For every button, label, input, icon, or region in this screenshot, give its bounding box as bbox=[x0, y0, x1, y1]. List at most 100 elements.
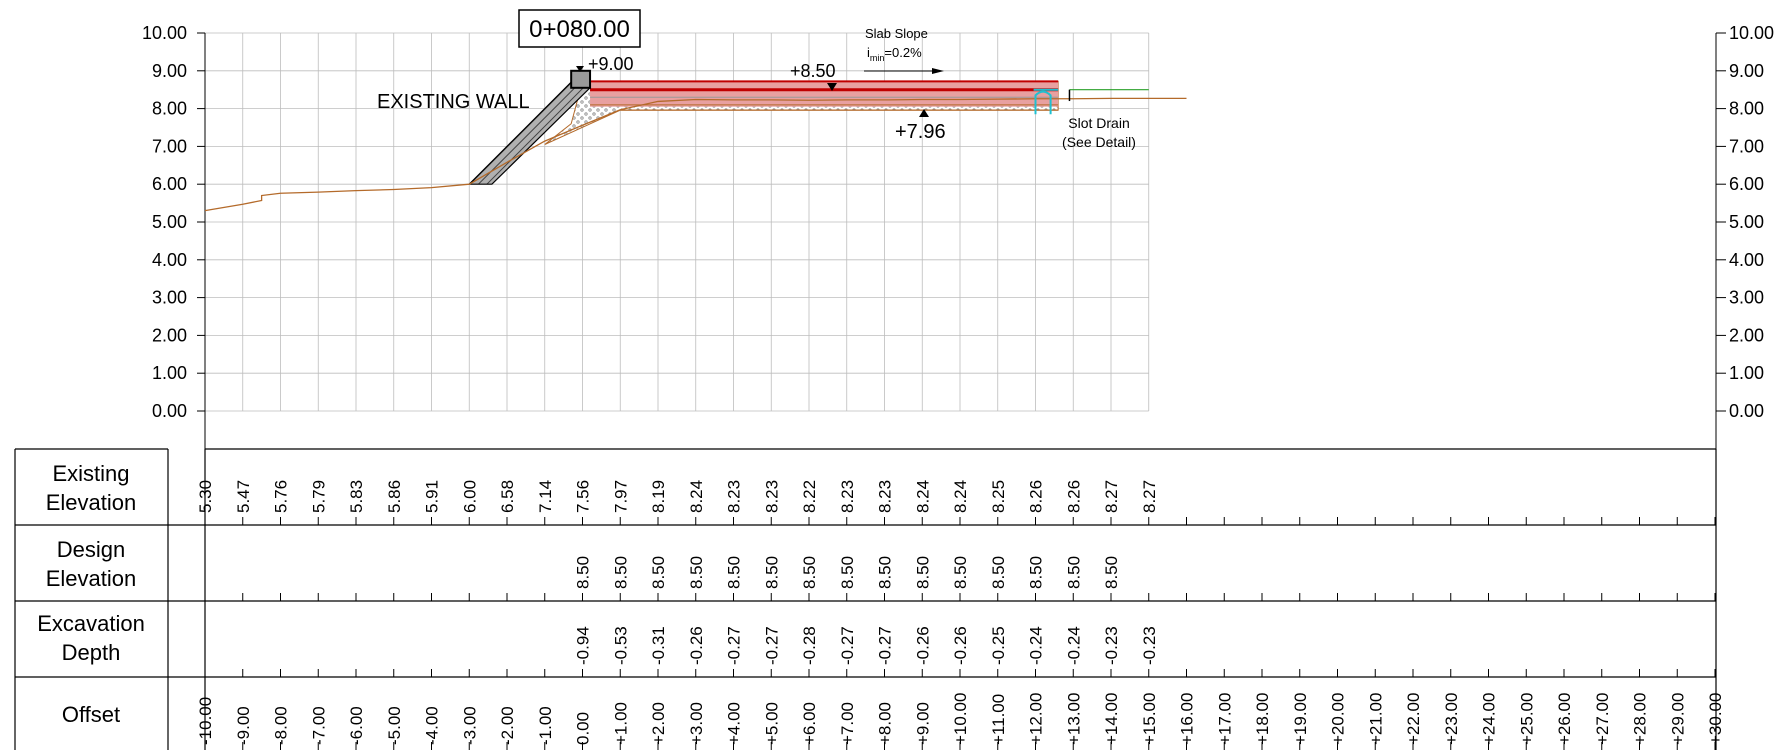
existing-elevation-value: 6.00 bbox=[460, 480, 479, 513]
offset-value: +2.00 bbox=[649, 702, 668, 745]
offset-value: +14.00 bbox=[1102, 693, 1121, 745]
station-box bbox=[518, 9, 641, 48]
offset-value: -8.00 bbox=[272, 706, 291, 745]
offset-value: +16.00 bbox=[1178, 693, 1197, 745]
excavation-depth-value: -0.27 bbox=[762, 626, 781, 665]
offset-value: -3.00 bbox=[460, 706, 479, 745]
slab-level-marker bbox=[827, 83, 837, 91]
existing-elevation-value: 8.26 bbox=[1064, 480, 1083, 513]
excavation-depth-value: -0.24 bbox=[1064, 626, 1083, 665]
offset-value: +26.00 bbox=[1555, 693, 1574, 745]
existing-elevation-value: 8.24 bbox=[913, 480, 932, 513]
existing-elevation-value: 5.30 bbox=[196, 480, 215, 513]
right-axis-tick-label: 7.00 bbox=[1729, 136, 1764, 156]
offset-value: +3.00 bbox=[687, 702, 706, 745]
existing-elevation-value: 8.23 bbox=[725, 480, 744, 513]
existing-elevation-value: 8.27 bbox=[1102, 480, 1121, 513]
existing-elevation-value: 8.19 bbox=[649, 480, 668, 513]
offset-value: -9.00 bbox=[234, 706, 253, 745]
left-axis-tick-label: 6.00 bbox=[152, 174, 187, 194]
existing-elevation-value: 8.23 bbox=[762, 480, 781, 513]
excavation-depth-value: -0.26 bbox=[913, 626, 932, 665]
excavation-depth-value: -0.27 bbox=[725, 626, 744, 665]
right-axis-tick-label: 6.00 bbox=[1729, 174, 1764, 194]
excavation-depth-value: -0.24 bbox=[1027, 626, 1046, 665]
existing-elevation-value: 5.91 bbox=[423, 480, 442, 513]
offset-value: +25.00 bbox=[1517, 693, 1536, 745]
right-axis-tick-label: 4.00 bbox=[1729, 250, 1764, 270]
right-axis-tick-label: 1.00 bbox=[1729, 363, 1764, 383]
left-axis-tick-label: 10.00 bbox=[142, 23, 187, 43]
row-label-design-2: Elevation bbox=[46, 566, 137, 591]
excavation-depth-value: -0.26 bbox=[687, 626, 706, 665]
offset-value: +23.00 bbox=[1442, 693, 1461, 745]
offset-value: +13.00 bbox=[1064, 693, 1083, 745]
existing-elevation-value: 8.25 bbox=[989, 480, 1008, 513]
existing-elevation-value: 5.76 bbox=[272, 480, 291, 513]
existing-ground-line bbox=[204, 97, 1187, 212]
left-axis-tick-label: 0.00 bbox=[152, 401, 187, 421]
row-label-existing-2: Elevation bbox=[46, 490, 137, 515]
excavation-level-label: +7.96 bbox=[895, 121, 946, 143]
excavation-depth-value: -0.23 bbox=[1102, 626, 1121, 665]
offset-value: -1.00 bbox=[536, 706, 555, 745]
existing-elevation-value: 5.79 bbox=[309, 480, 328, 513]
design-elevation-value: 8.50 bbox=[989, 556, 1008, 589]
existing-elevation-value: 8.24 bbox=[687, 480, 706, 513]
offset-value: +10.00 bbox=[951, 693, 970, 745]
left-elevation-axis: 0.00 1.00 2.00 3.00 4.00 5.00 6.00 7.00 8.00 9.00… bbox=[142, 23, 206, 449]
section-features bbox=[204, 69, 1187, 212]
wall-top-marker bbox=[576, 66, 584, 72]
design-elevation-value: 8.50 bbox=[800, 556, 819, 589]
existing-elevation-value: 8.22 bbox=[800, 480, 819, 513]
row-label-design-1: Design bbox=[57, 537, 125, 562]
existing-elevation-value: 8.26 bbox=[1027, 480, 1046, 513]
offset-value: 0.00 bbox=[574, 712, 593, 745]
right-axis-tick-label: 3.00 bbox=[1729, 288, 1764, 308]
right-axis-tick-label: 5.00 bbox=[1729, 212, 1764, 232]
offset-value: +9.00 bbox=[913, 702, 932, 745]
offset-value: -2.00 bbox=[498, 706, 517, 745]
offset-value: -7.00 bbox=[309, 706, 328, 745]
offset-value: +5.00 bbox=[762, 702, 781, 745]
offset-value: -10.00 bbox=[196, 697, 215, 745]
offset-value: +11.00 bbox=[989, 694, 1008, 745]
right-axis-tick-label: 8.00 bbox=[1729, 99, 1764, 119]
existing-wall-label: EXISTING WALL bbox=[377, 91, 530, 113]
row-label-existing-1: Existing bbox=[52, 461, 129, 486]
slot-drain-label: Slot Drain bbox=[1068, 115, 1129, 131]
offset-value: +28.00 bbox=[1631, 693, 1650, 745]
offset-value: -4.00 bbox=[423, 706, 442, 745]
existing-elevation-value: 5.47 bbox=[234, 480, 253, 513]
right-elevation-axis: 0.00 1.00 2.00 3.00 4.00 5.00 6.00 7.00 8.00 9.00… bbox=[1715, 23, 1774, 449]
right-axis-tick-label: 10.00 bbox=[1729, 23, 1774, 43]
offset-value: -5.00 bbox=[385, 706, 404, 745]
wall-top-label: +9.00 bbox=[588, 54, 634, 74]
existing-elevation-value: 5.86 bbox=[385, 480, 404, 513]
left-axis-tick-label: 2.00 bbox=[152, 325, 187, 345]
existing-elevation-value: 7.97 bbox=[611, 480, 630, 513]
design-elevation-value: 8.50 bbox=[913, 556, 932, 589]
existing-elevation-value: 5.83 bbox=[347, 480, 366, 513]
excavation-depth-value: -0.26 bbox=[951, 626, 970, 665]
design-elevation-value: 8.50 bbox=[1064, 556, 1083, 589]
excavation-depth-value: -0.23 bbox=[1140, 626, 1159, 665]
offset-value: +29.00 bbox=[1668, 693, 1687, 745]
excavation-depth-value: -0.31 bbox=[649, 626, 668, 665]
left-axis-tick-label: 7.00 bbox=[152, 136, 187, 156]
offset-value: +18.00 bbox=[1253, 693, 1272, 745]
existing-elevation-value: 8.23 bbox=[876, 480, 895, 513]
design-elevation-value: 8.50 bbox=[838, 556, 857, 589]
offset-value: +12.00 bbox=[1027, 693, 1046, 745]
slot-drain-icon bbox=[1034, 90, 1052, 115]
offset-value: +15.00 bbox=[1140, 693, 1159, 745]
design-elevation-value: 8.50 bbox=[1027, 556, 1046, 589]
existing-elevation-value: 7.14 bbox=[536, 480, 555, 513]
left-axis-tick-label: 5.00 bbox=[152, 212, 187, 232]
slab-slope-value: imin=0.2% bbox=[867, 45, 922, 63]
offset-value: +4.00 bbox=[725, 702, 744, 745]
offset-value: -6.00 bbox=[347, 706, 366, 745]
design-elevation-value: 8.50 bbox=[951, 556, 970, 589]
design-elevation-value: 8.50 bbox=[876, 556, 895, 589]
left-axis-tick-label: 9.00 bbox=[152, 61, 187, 81]
